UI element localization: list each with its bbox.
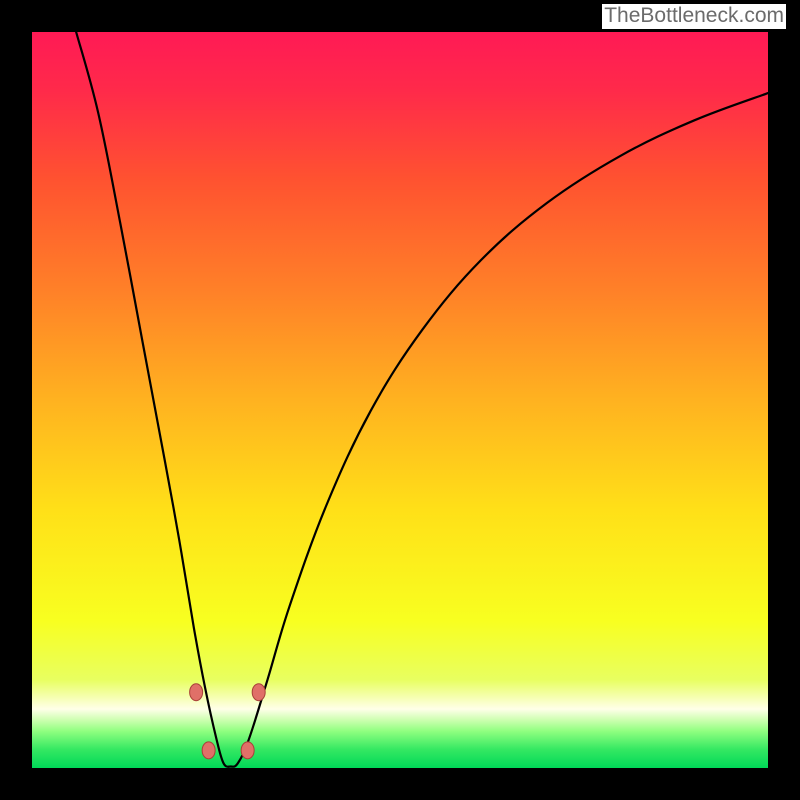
threshold-marker xyxy=(252,684,265,701)
watermark-label: TheBottleneck.com xyxy=(602,4,786,29)
chart-frame: TheBottleneck.com xyxy=(0,0,800,800)
threshold-marker xyxy=(190,684,203,701)
threshold-marker xyxy=(202,742,215,759)
bottleneck-chart xyxy=(0,0,800,800)
threshold-marker xyxy=(241,742,254,759)
